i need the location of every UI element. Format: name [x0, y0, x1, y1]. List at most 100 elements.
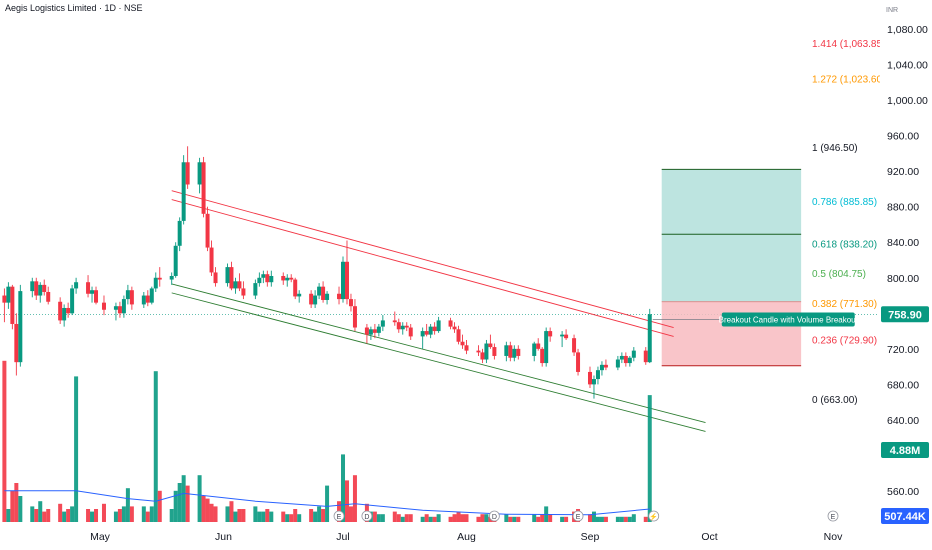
candle	[516, 345, 521, 360]
y-tick-label: 880.00	[887, 202, 919, 214]
candle-body	[576, 352, 581, 372]
candle-body	[62, 307, 67, 321]
candle-body	[560, 334, 565, 337]
fib-label: 1 (946.50)	[812, 143, 858, 154]
candle	[86, 275, 91, 298]
event-marker-circle	[488, 510, 500, 522]
volume-bar	[595, 516, 600, 522]
volume-bar	[456, 511, 461, 522]
candle	[587, 366, 592, 388]
volume-bar	[400, 516, 405, 522]
candle	[623, 352, 628, 367]
candle	[14, 313, 19, 376]
candle	[504, 341, 509, 362]
volume-bar	[225, 506, 230, 522]
candle	[420, 327, 425, 349]
candle	[253, 279, 258, 300]
volume-bar	[145, 511, 150, 522]
volume-bar	[408, 514, 413, 522]
fib-label: 0.786 (885.85)	[812, 197, 877, 208]
candle	[599, 361, 604, 376]
candle-body	[233, 281, 238, 289]
candle-body	[197, 162, 202, 185]
volume-bar	[508, 516, 513, 522]
volume-bar	[42, 511, 47, 522]
candle	[313, 290, 318, 308]
candle-body	[428, 326, 433, 335]
candle	[90, 286, 95, 303]
candle	[576, 348, 581, 376]
candle	[476, 345, 481, 356]
candle-body	[241, 288, 246, 296]
volume-bar	[484, 514, 489, 522]
candle-body	[313, 295, 318, 305]
volume-bar	[129, 506, 134, 522]
candle	[436, 316, 441, 333]
event-marker-circle	[648, 510, 660, 522]
candle-body	[173, 245, 178, 276]
volume-bar	[14, 483, 19, 522]
candle-body	[2, 295, 7, 303]
event-marker: D	[361, 510, 373, 522]
volume-bar	[532, 514, 537, 522]
candle-body	[587, 371, 592, 385]
candle	[281, 272, 286, 285]
candle-body	[352, 306, 357, 328]
volume-bar	[396, 514, 401, 522]
volume-ma-tag-bg	[881, 508, 929, 524]
volume-bar	[94, 509, 99, 522]
last-price-tag-bg	[881, 306, 929, 323]
candle	[46, 286, 51, 305]
candle-body	[348, 299, 353, 307]
candle	[352, 299, 357, 332]
fib-labels: 1.414 (1,063.85) 1.272 (1,023.60) 1 (946.5…	[812, 39, 885, 406]
candle-body	[157, 277, 162, 280]
candle-body	[376, 326, 381, 333]
candle	[34, 277, 39, 300]
candle-body	[420, 331, 425, 337]
y-tick-label: 800.00	[887, 273, 919, 285]
candle	[540, 347, 545, 367]
candle	[141, 291, 146, 308]
candle-body	[253, 283, 258, 296]
candle	[101, 295, 106, 316]
volume-ma-tag: 507.44K	[881, 508, 929, 524]
candle-body	[169, 275, 174, 280]
candle-body	[125, 290, 130, 300]
volume-bar	[197, 475, 202, 522]
candle-body	[480, 352, 485, 360]
volume-bar	[237, 509, 242, 522]
volume-value-tag-bg	[881, 442, 929, 458]
candle	[424, 323, 429, 337]
candle	[117, 301, 122, 318]
candle	[6, 282, 11, 309]
x-tick-label: Nov	[824, 531, 843, 543]
candle	[145, 290, 150, 307]
candle	[532, 341, 537, 362]
volume-bar	[536, 516, 541, 522]
candle	[448, 317, 453, 330]
candle-body	[269, 275, 274, 283]
candle-body	[209, 247, 214, 273]
time-axis[interactable]: May Jun Jul Aug Sep Oct Nov	[90, 531, 843, 543]
volume-bar	[348, 506, 353, 522]
volume-value-tag-text: 4.88M	[890, 445, 921, 457]
candle	[169, 272, 174, 285]
candle	[400, 322, 405, 335]
candle	[615, 355, 620, 371]
profit-zone	[661, 169, 802, 302]
candle-body	[572, 338, 577, 353]
volume-bar	[603, 516, 608, 522]
event-marker: ⚡	[648, 510, 660, 522]
volume-bar	[392, 511, 397, 522]
volume-bar	[213, 506, 218, 522]
candle	[233, 277, 238, 294]
volume-bar	[428, 516, 433, 522]
candle	[408, 323, 413, 340]
volume-bar	[289, 514, 294, 522]
candle	[364, 323, 369, 344]
candle	[560, 331, 565, 348]
price-axis[interactable]: INR 1,080.00 1,040.00 1,000.00 960.00 920.00 8…	[880, 0, 932, 550]
candle-body	[257, 277, 262, 284]
